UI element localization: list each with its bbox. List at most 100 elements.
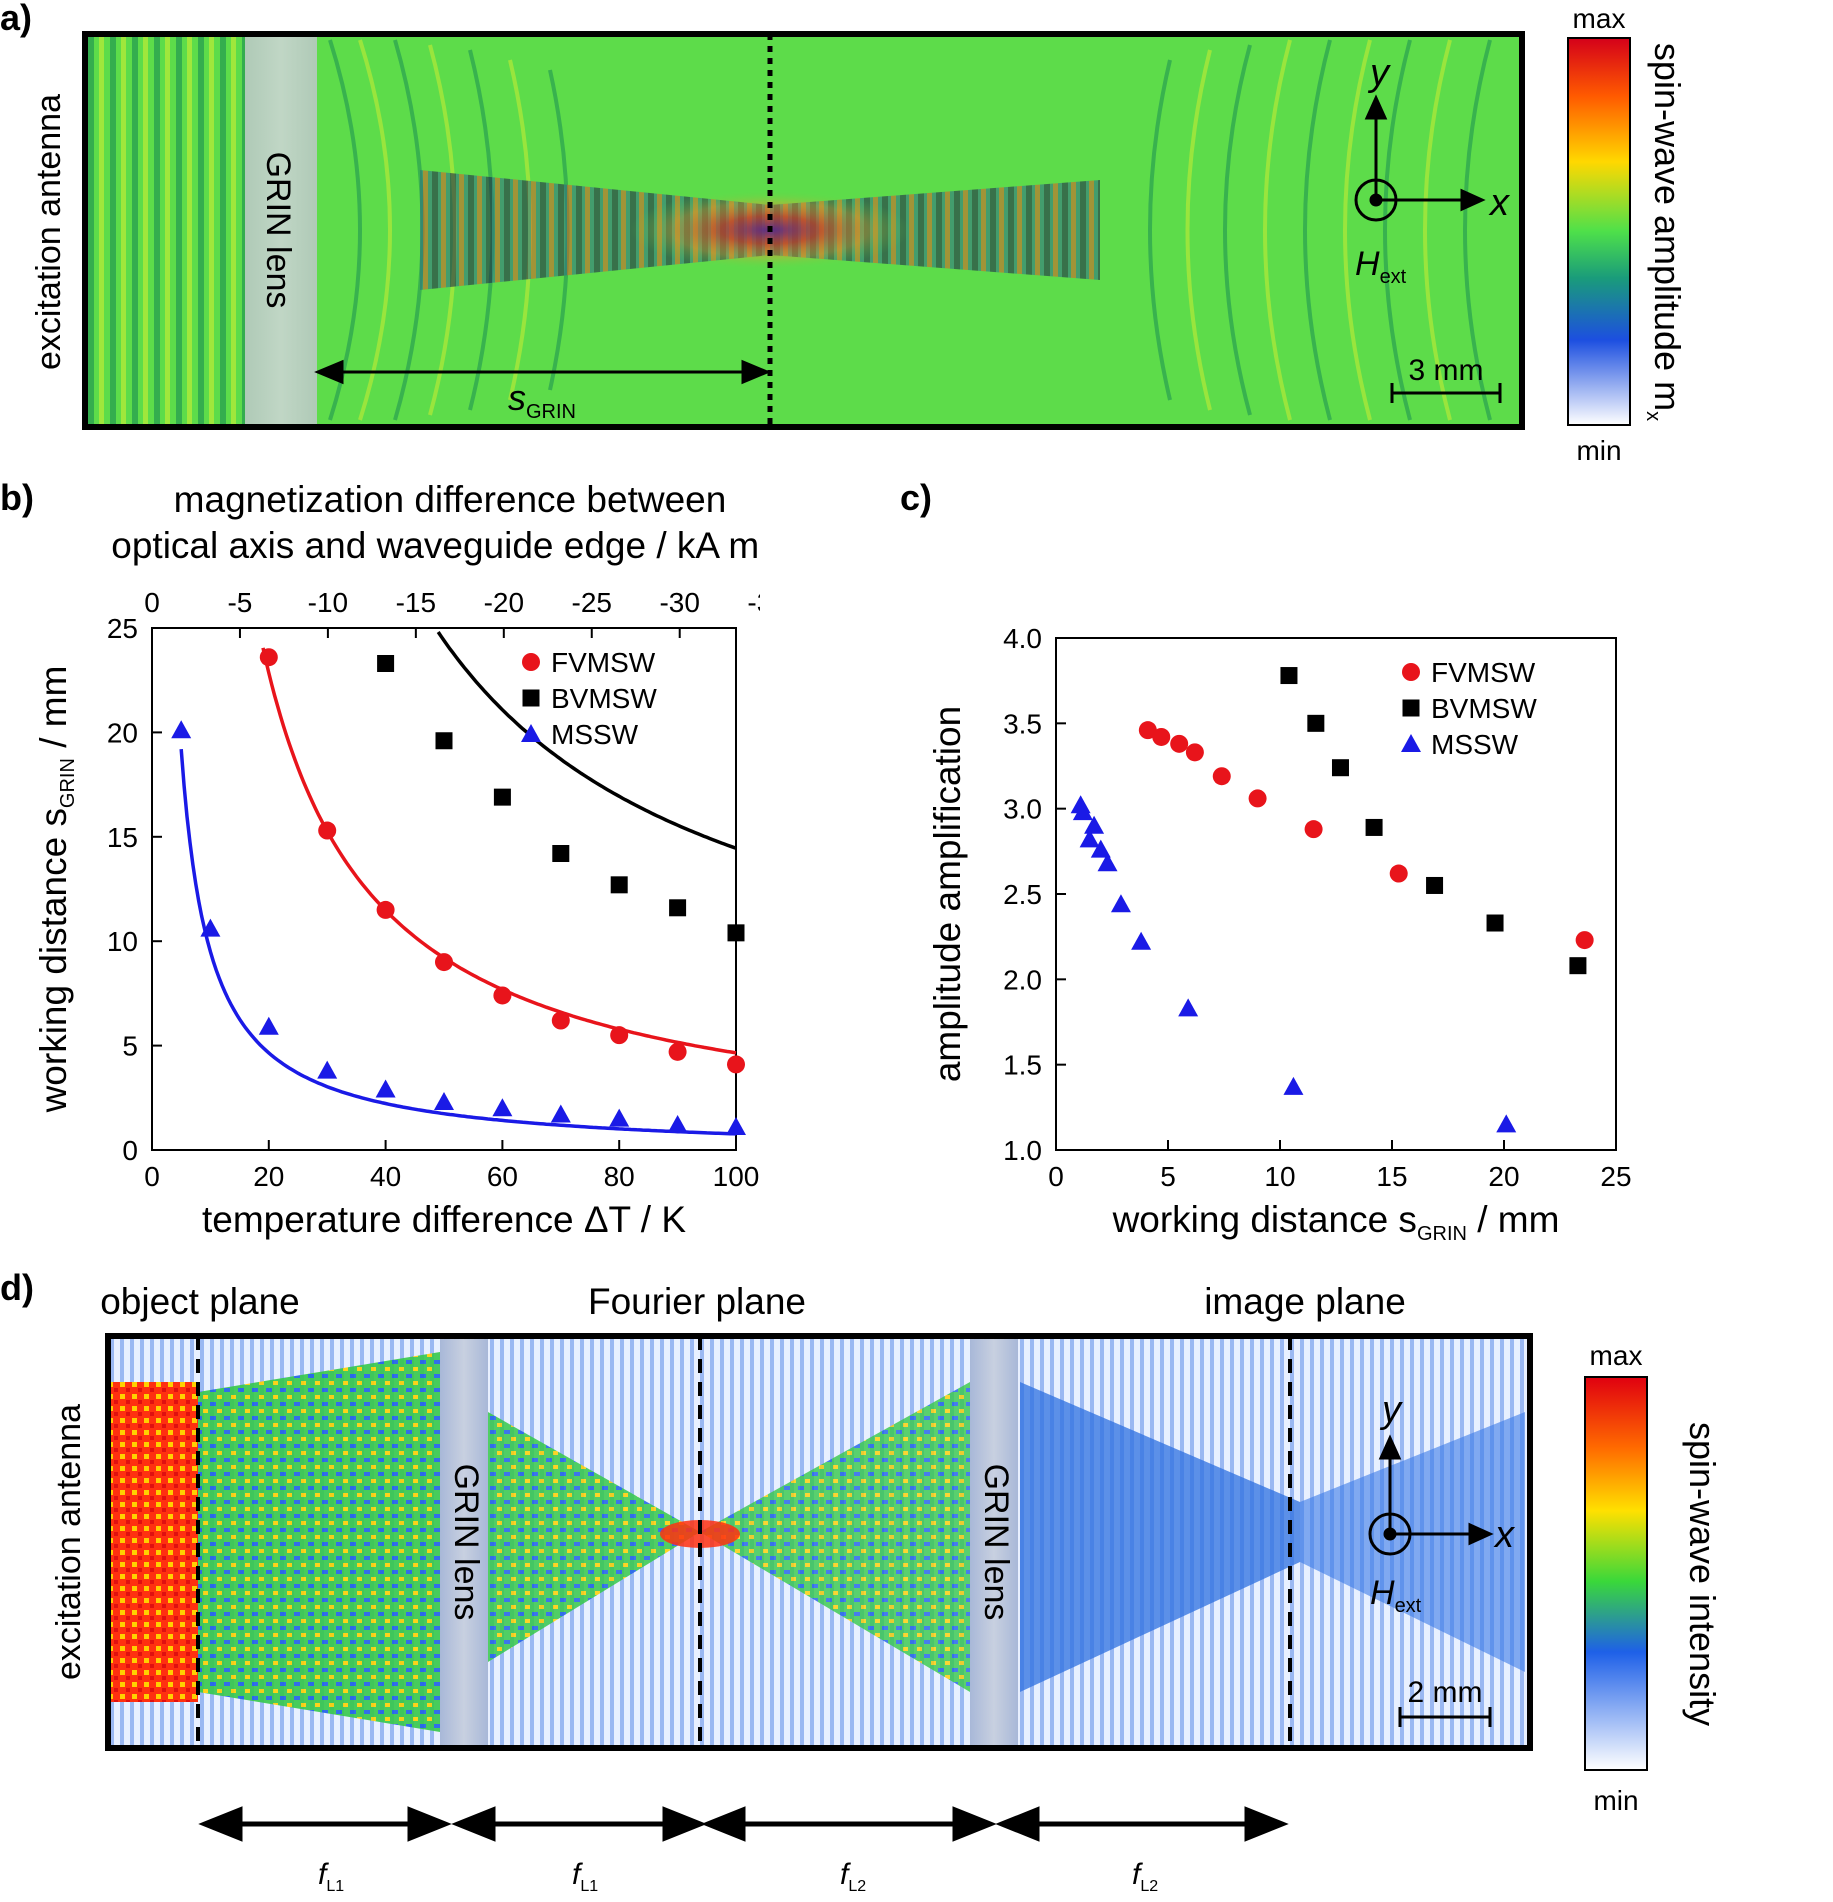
waveguide-frame-d bbox=[105, 1333, 1533, 1751]
colorbar-title-a: spin-wave amplitude mx bbox=[1642, 43, 1688, 421]
point-bvmsw bbox=[1426, 876, 1444, 894]
top-tick-label: -15 bbox=[396, 587, 436, 618]
point-fvmsw bbox=[1152, 727, 1171, 746]
x-tick-label: 20 bbox=[1488, 1161, 1519, 1192]
point-fvmsw bbox=[318, 821, 337, 840]
point-fvmsw bbox=[1575, 931, 1594, 950]
y-tick-label: 20 bbox=[107, 717, 138, 748]
point-fvmsw bbox=[1304, 820, 1323, 839]
point-bvmsw bbox=[1331, 759, 1349, 777]
y-tick-label: 0 bbox=[122, 1135, 138, 1166]
x-tick-label: 0 bbox=[144, 1161, 160, 1192]
x-tick-label: 5 bbox=[1160, 1161, 1176, 1192]
point-fvmsw bbox=[610, 1026, 629, 1045]
point-mssw bbox=[1110, 894, 1131, 913]
panel-a-label: a) bbox=[0, 0, 32, 38]
axis-x-d: x bbox=[1493, 1514, 1516, 1556]
beams-l2-d bbox=[1020, 1382, 1300, 1692]
fit-line-mssw bbox=[179, 748, 737, 1136]
grin-lens-2-label-d: GRIN lens bbox=[977, 1464, 1015, 1621]
point-mssw bbox=[317, 1060, 338, 1079]
point-mssw bbox=[171, 720, 192, 739]
y-tick-label: 2.5 bbox=[1003, 879, 1042, 910]
y-tick-label: 25 bbox=[107, 613, 138, 644]
beams-l1-d bbox=[198, 1352, 440, 1732]
focal-label-1: fL1 bbox=[318, 1858, 344, 1895]
y-tick-label: 1.0 bbox=[1003, 1135, 1042, 1166]
top-axis-title-line1: magnetization difference between bbox=[174, 479, 727, 520]
panel-c-label: c) bbox=[900, 477, 932, 518]
point-bvmsw bbox=[493, 788, 511, 806]
colorbar-min-d: min bbox=[1593, 1785, 1638, 1816]
top-tick-label: -20 bbox=[484, 587, 524, 618]
point-fvmsw bbox=[1389, 864, 1408, 883]
point-fvmsw bbox=[435, 953, 453, 972]
panel-d-label: d) bbox=[0, 1267, 34, 1308]
y-tick-label: 2.0 bbox=[1003, 964, 1042, 995]
point-fvmsw bbox=[1138, 721, 1157, 740]
x-axis-title: working distance sGRIN / mm bbox=[1112, 1199, 1560, 1245]
point-bvmsw bbox=[1307, 714, 1325, 732]
point-bvmsw bbox=[435, 732, 453, 750]
field-label-d: Hext bbox=[1370, 1574, 1422, 1617]
grin-lens-label-a: GRIN lens bbox=[259, 152, 297, 309]
x-tick-label: 10 bbox=[1264, 1161, 1295, 1192]
s-grin-label: sGRIN bbox=[508, 377, 576, 423]
legend-marker-fvmsw bbox=[522, 653, 540, 671]
top-tick-label: 0 bbox=[144, 587, 160, 618]
y-tick-label: 15 bbox=[107, 822, 138, 853]
legend-label-mssw: MSSW bbox=[1431, 729, 1519, 760]
point-bvmsw bbox=[377, 654, 395, 672]
point-bvmsw bbox=[610, 876, 628, 894]
grin-lens-1-label-d: GRIN lens bbox=[447, 1464, 485, 1621]
point-mssw bbox=[1283, 1076, 1304, 1095]
point-bvmsw bbox=[1486, 914, 1504, 932]
y-tick-label: 5 bbox=[122, 1031, 138, 1062]
point-mssw bbox=[1079, 829, 1100, 848]
colorbar-max-a: max bbox=[1573, 3, 1626, 34]
point-bvmsw bbox=[669, 899, 687, 917]
antenna-label-d: excitation antenna bbox=[50, 1404, 88, 1680]
y-axis-title: working distance sGRIN / mm bbox=[33, 666, 79, 1114]
point-mssw bbox=[1072, 802, 1093, 821]
beams-after-image-d bbox=[1300, 1412, 1525, 1672]
s-grin-arrow bbox=[314, 359, 771, 385]
x-tick-label: 15 bbox=[1376, 1161, 1407, 1192]
point-bvmsw bbox=[1280, 667, 1298, 685]
x-tick-label: 40 bbox=[370, 1161, 401, 1192]
point-mssw bbox=[1131, 931, 1152, 950]
scale-bar-a bbox=[1390, 383, 1502, 403]
scale-bar-label-a: 3 mm bbox=[1409, 354, 1484, 387]
focal-arrows-d bbox=[198, 1806, 1289, 1842]
point-mssw bbox=[609, 1108, 630, 1127]
point-mssw bbox=[492, 1098, 513, 1117]
point-bvmsw bbox=[1365, 818, 1383, 836]
top-tick-label: -5 bbox=[227, 587, 252, 618]
colorbar-title-d: spin-wave intensity bbox=[1682, 1422, 1723, 1726]
source-region-d bbox=[108, 1382, 198, 1702]
grin-lens-1-d bbox=[440, 1336, 488, 1748]
focal-label-2: fL1 bbox=[572, 1858, 598, 1895]
y-tick-label: 3.0 bbox=[1003, 794, 1042, 825]
y-tick-label: 10 bbox=[107, 926, 138, 957]
legend-label-bvmsw: BVMSW bbox=[1431, 693, 1537, 724]
point-mssw bbox=[200, 918, 221, 937]
point-mssw bbox=[1090, 839, 1111, 858]
point-fvmsw bbox=[727, 1055, 745, 1074]
x-tick-label: 100 bbox=[713, 1161, 760, 1192]
y-tick-label: 4.0 bbox=[1003, 623, 1042, 654]
beams-after-fourier-d bbox=[700, 1382, 970, 1692]
point-mssw bbox=[1084, 815, 1105, 834]
top-tick-label: -25 bbox=[572, 587, 612, 618]
point-mssw bbox=[434, 1091, 454, 1110]
point-fvmsw bbox=[1185, 743, 1204, 762]
grin-lens-2-d bbox=[970, 1336, 1018, 1748]
x-tick-label: 80 bbox=[604, 1161, 635, 1192]
wavefronts-a bbox=[328, 39, 1492, 421]
panel-b-label: b) bbox=[0, 477, 34, 518]
point-fvmsw bbox=[376, 900, 395, 919]
chart-c: c) 0 5 10 15 20 25 1.0 1.5 2.0 2.5 3.0 3.5 4.0 FVMSW B… bbox=[900, 477, 1632, 1245]
top-axis-title-line2: optical axis and waveguide edge / kA m-1 bbox=[111, 522, 760, 566]
axis-x-a: x bbox=[1488, 182, 1511, 224]
antenna-label-a: excitation antenna bbox=[30, 94, 68, 370]
